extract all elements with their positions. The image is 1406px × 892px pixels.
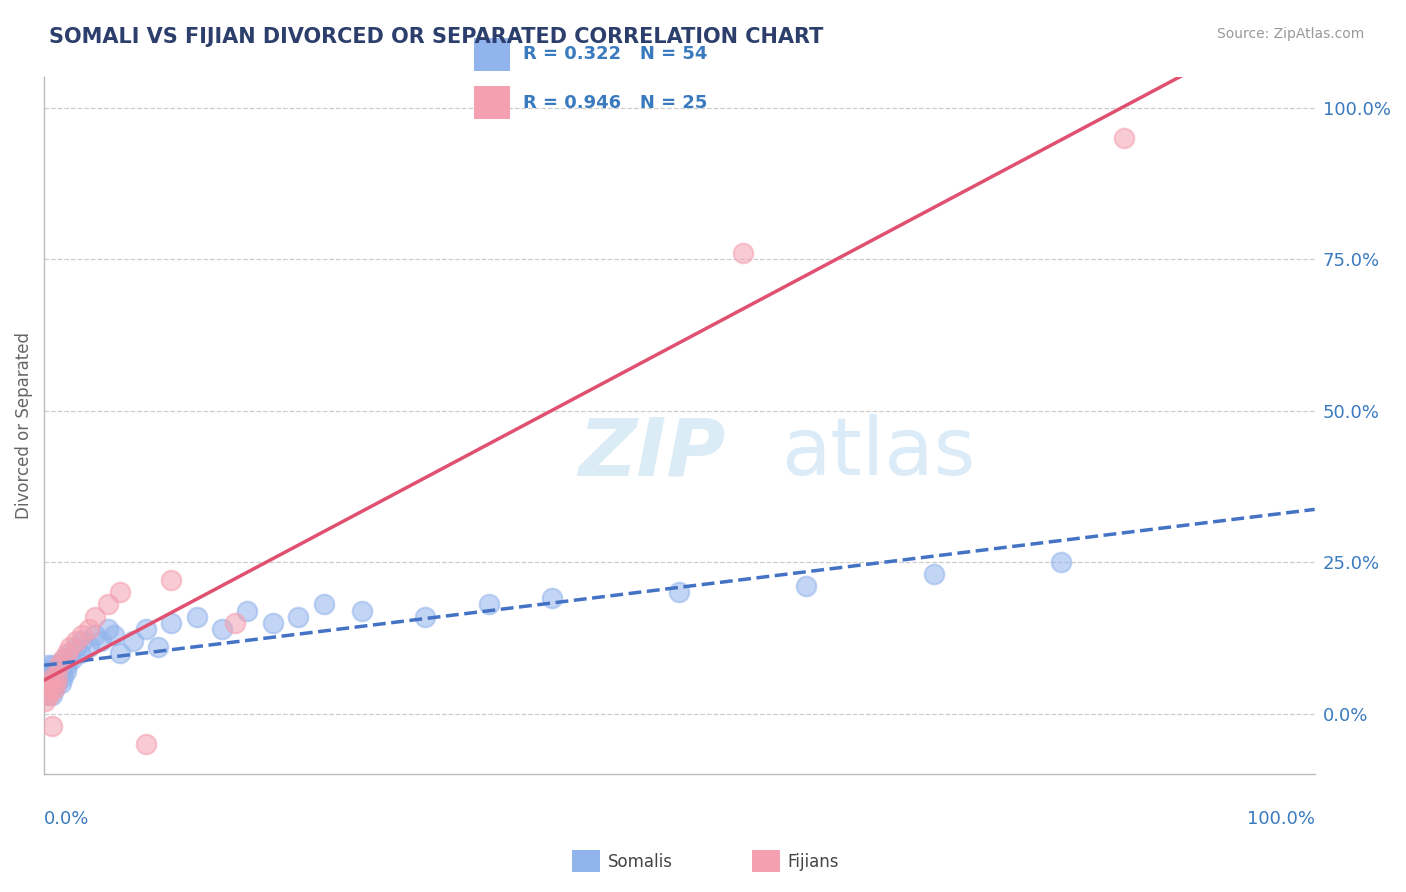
- Text: Fijians: Fijians: [787, 853, 839, 871]
- Point: [45, 676, 67, 690]
- Point: [110, 646, 132, 660]
- Point: [52, 670, 75, 684]
- Point: [478, 598, 501, 612]
- Point: [90, 633, 112, 648]
- Point: [97, 622, 120, 636]
- Point: [38, 689, 60, 703]
- Point: [39, 664, 62, 678]
- Y-axis label: Divorced or Separated: Divorced or Separated: [15, 333, 32, 519]
- Point: [160, 615, 183, 630]
- Point: [69, 646, 91, 660]
- Point: [84, 609, 107, 624]
- Point: [44, 682, 66, 697]
- Point: [41, 670, 63, 684]
- Point: [77, 622, 100, 636]
- Text: 100.0%: 100.0%: [1247, 811, 1315, 829]
- Point: [35, 664, 58, 678]
- Point: [84, 628, 107, 642]
- Point: [35, 685, 58, 699]
- Point: [42, 670, 65, 684]
- Point: [45, 670, 67, 684]
- Point: [42, 658, 65, 673]
- Point: [58, 640, 80, 654]
- Point: [41, 689, 63, 703]
- Point: [48, 658, 70, 673]
- Point: [45, 664, 67, 678]
- Point: [34, 694, 56, 708]
- Point: [110, 585, 132, 599]
- Point: [312, 598, 335, 612]
- Point: [39, 676, 62, 690]
- Point: [45, 676, 67, 690]
- Point: [39, 682, 62, 697]
- Point: [731, 246, 754, 260]
- Point: [350, 603, 373, 617]
- Point: [668, 585, 690, 599]
- Point: [413, 609, 436, 624]
- Point: [211, 622, 233, 636]
- Point: [38, 670, 60, 684]
- Point: [34, 676, 56, 690]
- Point: [56, 646, 79, 660]
- Text: 0.0%: 0.0%: [44, 811, 90, 829]
- Point: [37, 682, 59, 697]
- Point: [541, 591, 564, 606]
- Text: atlas: atlas: [782, 414, 976, 492]
- Point: [796, 579, 818, 593]
- Point: [60, 652, 83, 666]
- Point: [1112, 131, 1135, 145]
- Point: [44, 682, 66, 697]
- Point: [55, 664, 77, 678]
- Point: [37, 682, 59, 697]
- FancyBboxPatch shape: [474, 38, 510, 70]
- Point: [45, 670, 67, 684]
- Point: [236, 603, 259, 617]
- Point: [70, 633, 93, 648]
- Point: [122, 633, 145, 648]
- Point: [287, 609, 309, 624]
- Text: R = 0.946   N = 25: R = 0.946 N = 25: [523, 94, 707, 112]
- Point: [135, 737, 157, 751]
- Point: [65, 640, 87, 654]
- Point: [224, 615, 246, 630]
- Point: [262, 615, 284, 630]
- Text: SOMALI VS FIJIAN DIVORCED OR SEPARATED CORRELATION CHART: SOMALI VS FIJIAN DIVORCED OR SEPARATED C…: [49, 27, 824, 46]
- Text: ZIP: ZIP: [578, 414, 725, 492]
- Point: [103, 628, 125, 642]
- Point: [1049, 555, 1071, 569]
- Point: [49, 676, 72, 690]
- Point: [48, 658, 70, 673]
- Point: [56, 658, 79, 673]
- Point: [186, 609, 208, 624]
- Text: Somalis: Somalis: [607, 853, 672, 871]
- Point: [65, 633, 87, 648]
- Point: [148, 640, 170, 654]
- Point: [35, 689, 58, 703]
- Text: Source: ZipAtlas.com: Source: ZipAtlas.com: [1216, 27, 1364, 41]
- Point: [97, 598, 120, 612]
- Point: [46, 670, 69, 684]
- Point: [922, 567, 945, 582]
- Point: [38, 676, 60, 690]
- Point: [51, 664, 73, 678]
- Point: [41, 718, 63, 732]
- Point: [135, 622, 157, 636]
- Point: [58, 646, 80, 660]
- Point: [42, 676, 65, 690]
- Point: [160, 574, 183, 588]
- Point: [70, 628, 93, 642]
- Point: [77, 640, 100, 654]
- Point: [37, 658, 59, 673]
- FancyBboxPatch shape: [474, 87, 510, 119]
- Point: [53, 652, 76, 666]
- Point: [52, 652, 75, 666]
- Text: R = 0.322   N = 54: R = 0.322 N = 54: [523, 45, 707, 63]
